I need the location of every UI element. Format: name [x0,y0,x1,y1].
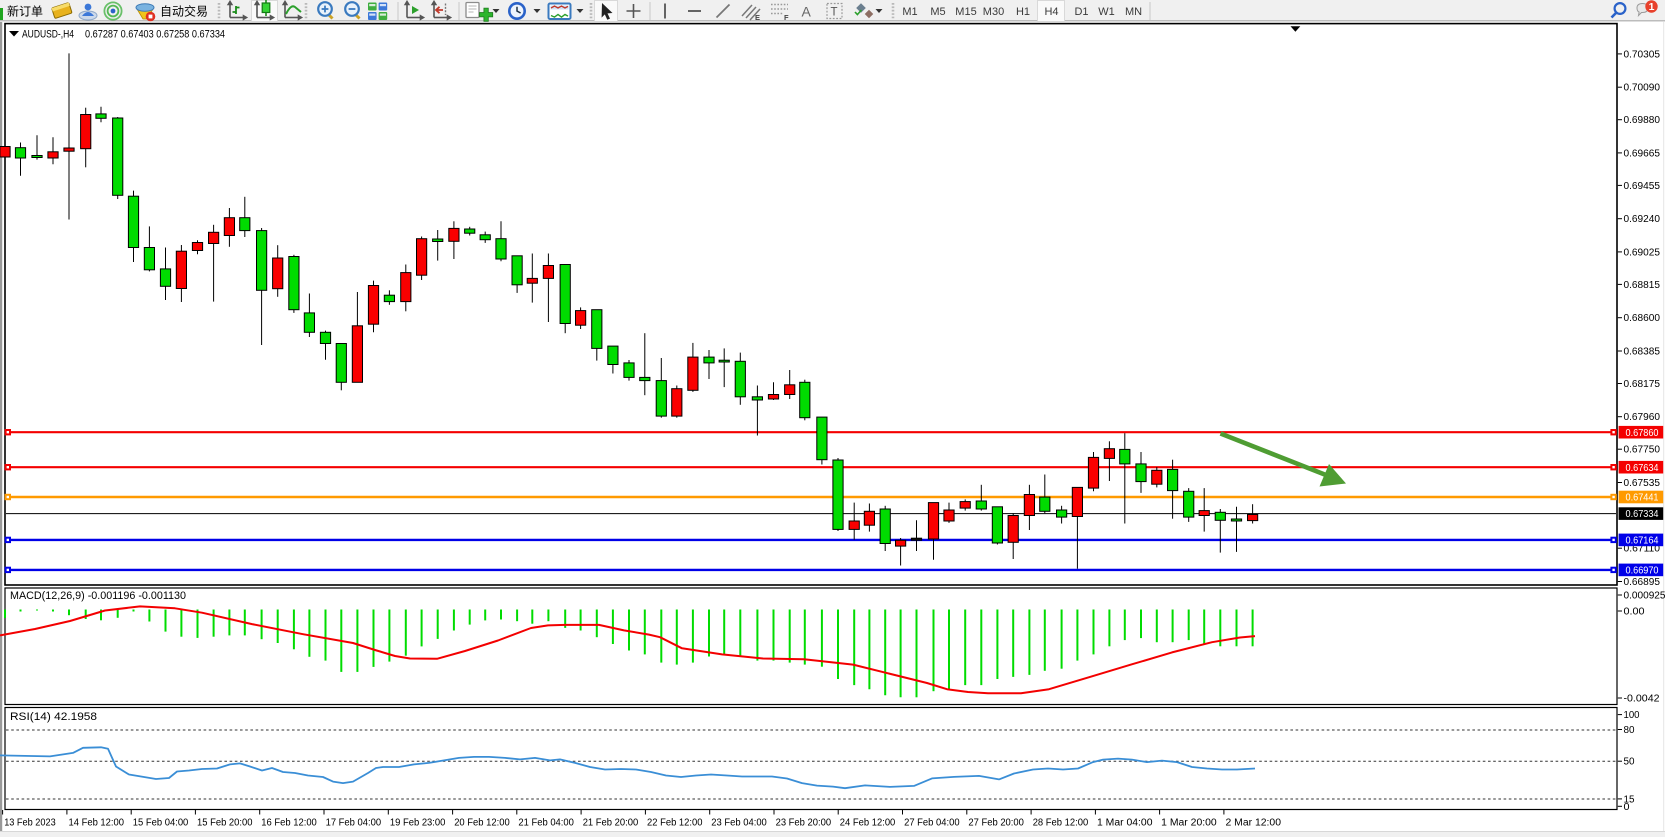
svg-text:T: T [831,7,838,19]
svg-text:0.68815: 0.68815 [1624,280,1661,291]
svg-text:19 Feb 23:00: 19 Feb 23:00 [390,818,446,829]
svg-text:A: A [802,4,812,20]
svg-text:M5: M5 [930,6,945,18]
svg-text:14 Feb 12:00: 14 Feb 12:00 [69,818,125,829]
svg-text:0.68175: 0.68175 [1624,379,1661,390]
svg-text:23 Feb 20:00: 23 Feb 20:00 [776,818,832,829]
svg-text:0.70090: 0.70090 [1624,83,1661,94]
svg-text:0.67750: 0.67750 [1624,445,1661,456]
svg-text:21 Feb 04:00: 21 Feb 04:00 [518,818,574,829]
svg-text:M15: M15 [955,6,976,18]
svg-text:M1: M1 [902,6,917,18]
svg-text:2 Mar 12:00: 2 Mar 12:00 [1226,818,1282,829]
svg-text:D1: D1 [1074,6,1088,18]
svg-text:22 Feb 12:00: 22 Feb 12:00 [647,818,703,829]
svg-text:0.67110: 0.67110 [1624,544,1661,555]
svg-text:0.69665: 0.69665 [1624,148,1661,159]
svg-text:0.66970: 0.66970 [1626,566,1659,577]
svg-text:17 Feb 04:00: 17 Feb 04:00 [326,818,382,829]
svg-text:0.67860: 0.67860 [1626,428,1659,439]
svg-text:0.67164: 0.67164 [1626,536,1659,547]
svg-text:W1: W1 [1098,6,1115,18]
svg-text:0.69880: 0.69880 [1624,115,1661,126]
svg-text:F: F [784,13,789,22]
svg-text:20 Feb 12:00: 20 Feb 12:00 [454,818,510,829]
svg-text:0.69240: 0.69240 [1624,214,1661,225]
svg-text:1 Mar 20:00: 1 Mar 20:00 [1161,818,1217,829]
svg-text:50: 50 [1624,757,1635,768]
svg-text:自动交易: 自动交易 [160,4,208,19]
svg-text:28 Feb 12:00: 28 Feb 12:00 [1033,818,1089,829]
svg-text:M30: M30 [983,6,1004,18]
svg-text:15 Feb 04:00: 15 Feb 04:00 [133,818,189,829]
svg-text:新订单: 新订单 [7,4,43,19]
svg-text:27 Feb 20:00: 27 Feb 20:00 [968,818,1024,829]
svg-text:0.67287 0.67403 0.67258 0.6733: 0.67287 0.67403 0.67258 0.67334 [85,29,225,41]
svg-text:0.68600: 0.68600 [1624,313,1661,324]
svg-text:-0.0042: -0.0042 [1624,694,1660,705]
svg-text:0.67334: 0.67334 [1626,509,1659,520]
svg-text:0.67960: 0.67960 [1624,412,1661,423]
svg-text:1: 1 [1649,1,1655,13]
svg-text:0: 0 [1624,802,1630,813]
svg-text:13 Feb 2023: 13 Feb 2023 [4,818,56,829]
svg-text:27 Feb 04:00: 27 Feb 04:00 [904,818,960,829]
svg-text:H4: H4 [1044,6,1058,18]
svg-text:100: 100 [1624,710,1640,721]
svg-text:MN: MN [1125,6,1142,18]
svg-text:0.69025: 0.69025 [1624,247,1661,258]
svg-text:E: E [755,13,760,22]
svg-text:1 Mar 04:00: 1 Mar 04:00 [1097,818,1153,829]
svg-text:0.000925: 0.000925 [1624,591,1665,602]
svg-text:MACD(12,26,9) -0.001196 -0.001: MACD(12,26,9) -0.001196 -0.001130 [10,590,186,602]
svg-text:15: 15 [1624,794,1635,805]
svg-text:80: 80 [1624,725,1635,736]
svg-text:RSI(14) 42.1958: RSI(14) 42.1958 [10,711,97,723]
svg-text:0.68385: 0.68385 [1624,347,1661,358]
svg-text:16 Feb 12:00: 16 Feb 12:00 [261,818,317,829]
svg-text:21 Feb 20:00: 21 Feb 20:00 [583,818,639,829]
svg-text:0.00: 0.00 [1624,607,1645,618]
svg-text:0.67535: 0.67535 [1624,478,1661,489]
svg-text:AUDUSD-,H4: AUDUSD-,H4 [22,29,74,41]
svg-text:0.70305: 0.70305 [1624,49,1661,60]
svg-text:15 Feb 20:00: 15 Feb 20:00 [197,818,253,829]
svg-text:23 Feb 04:00: 23 Feb 04:00 [711,818,767,829]
svg-text:H1: H1 [1016,6,1030,18]
svg-text:24 Feb 12:00: 24 Feb 12:00 [840,818,896,829]
svg-text:0.66895: 0.66895 [1624,577,1661,588]
svg-text:0.69455: 0.69455 [1624,181,1661,192]
svg-text:0.67441: 0.67441 [1626,493,1659,504]
svg-text:0.67634: 0.67634 [1626,463,1659,474]
